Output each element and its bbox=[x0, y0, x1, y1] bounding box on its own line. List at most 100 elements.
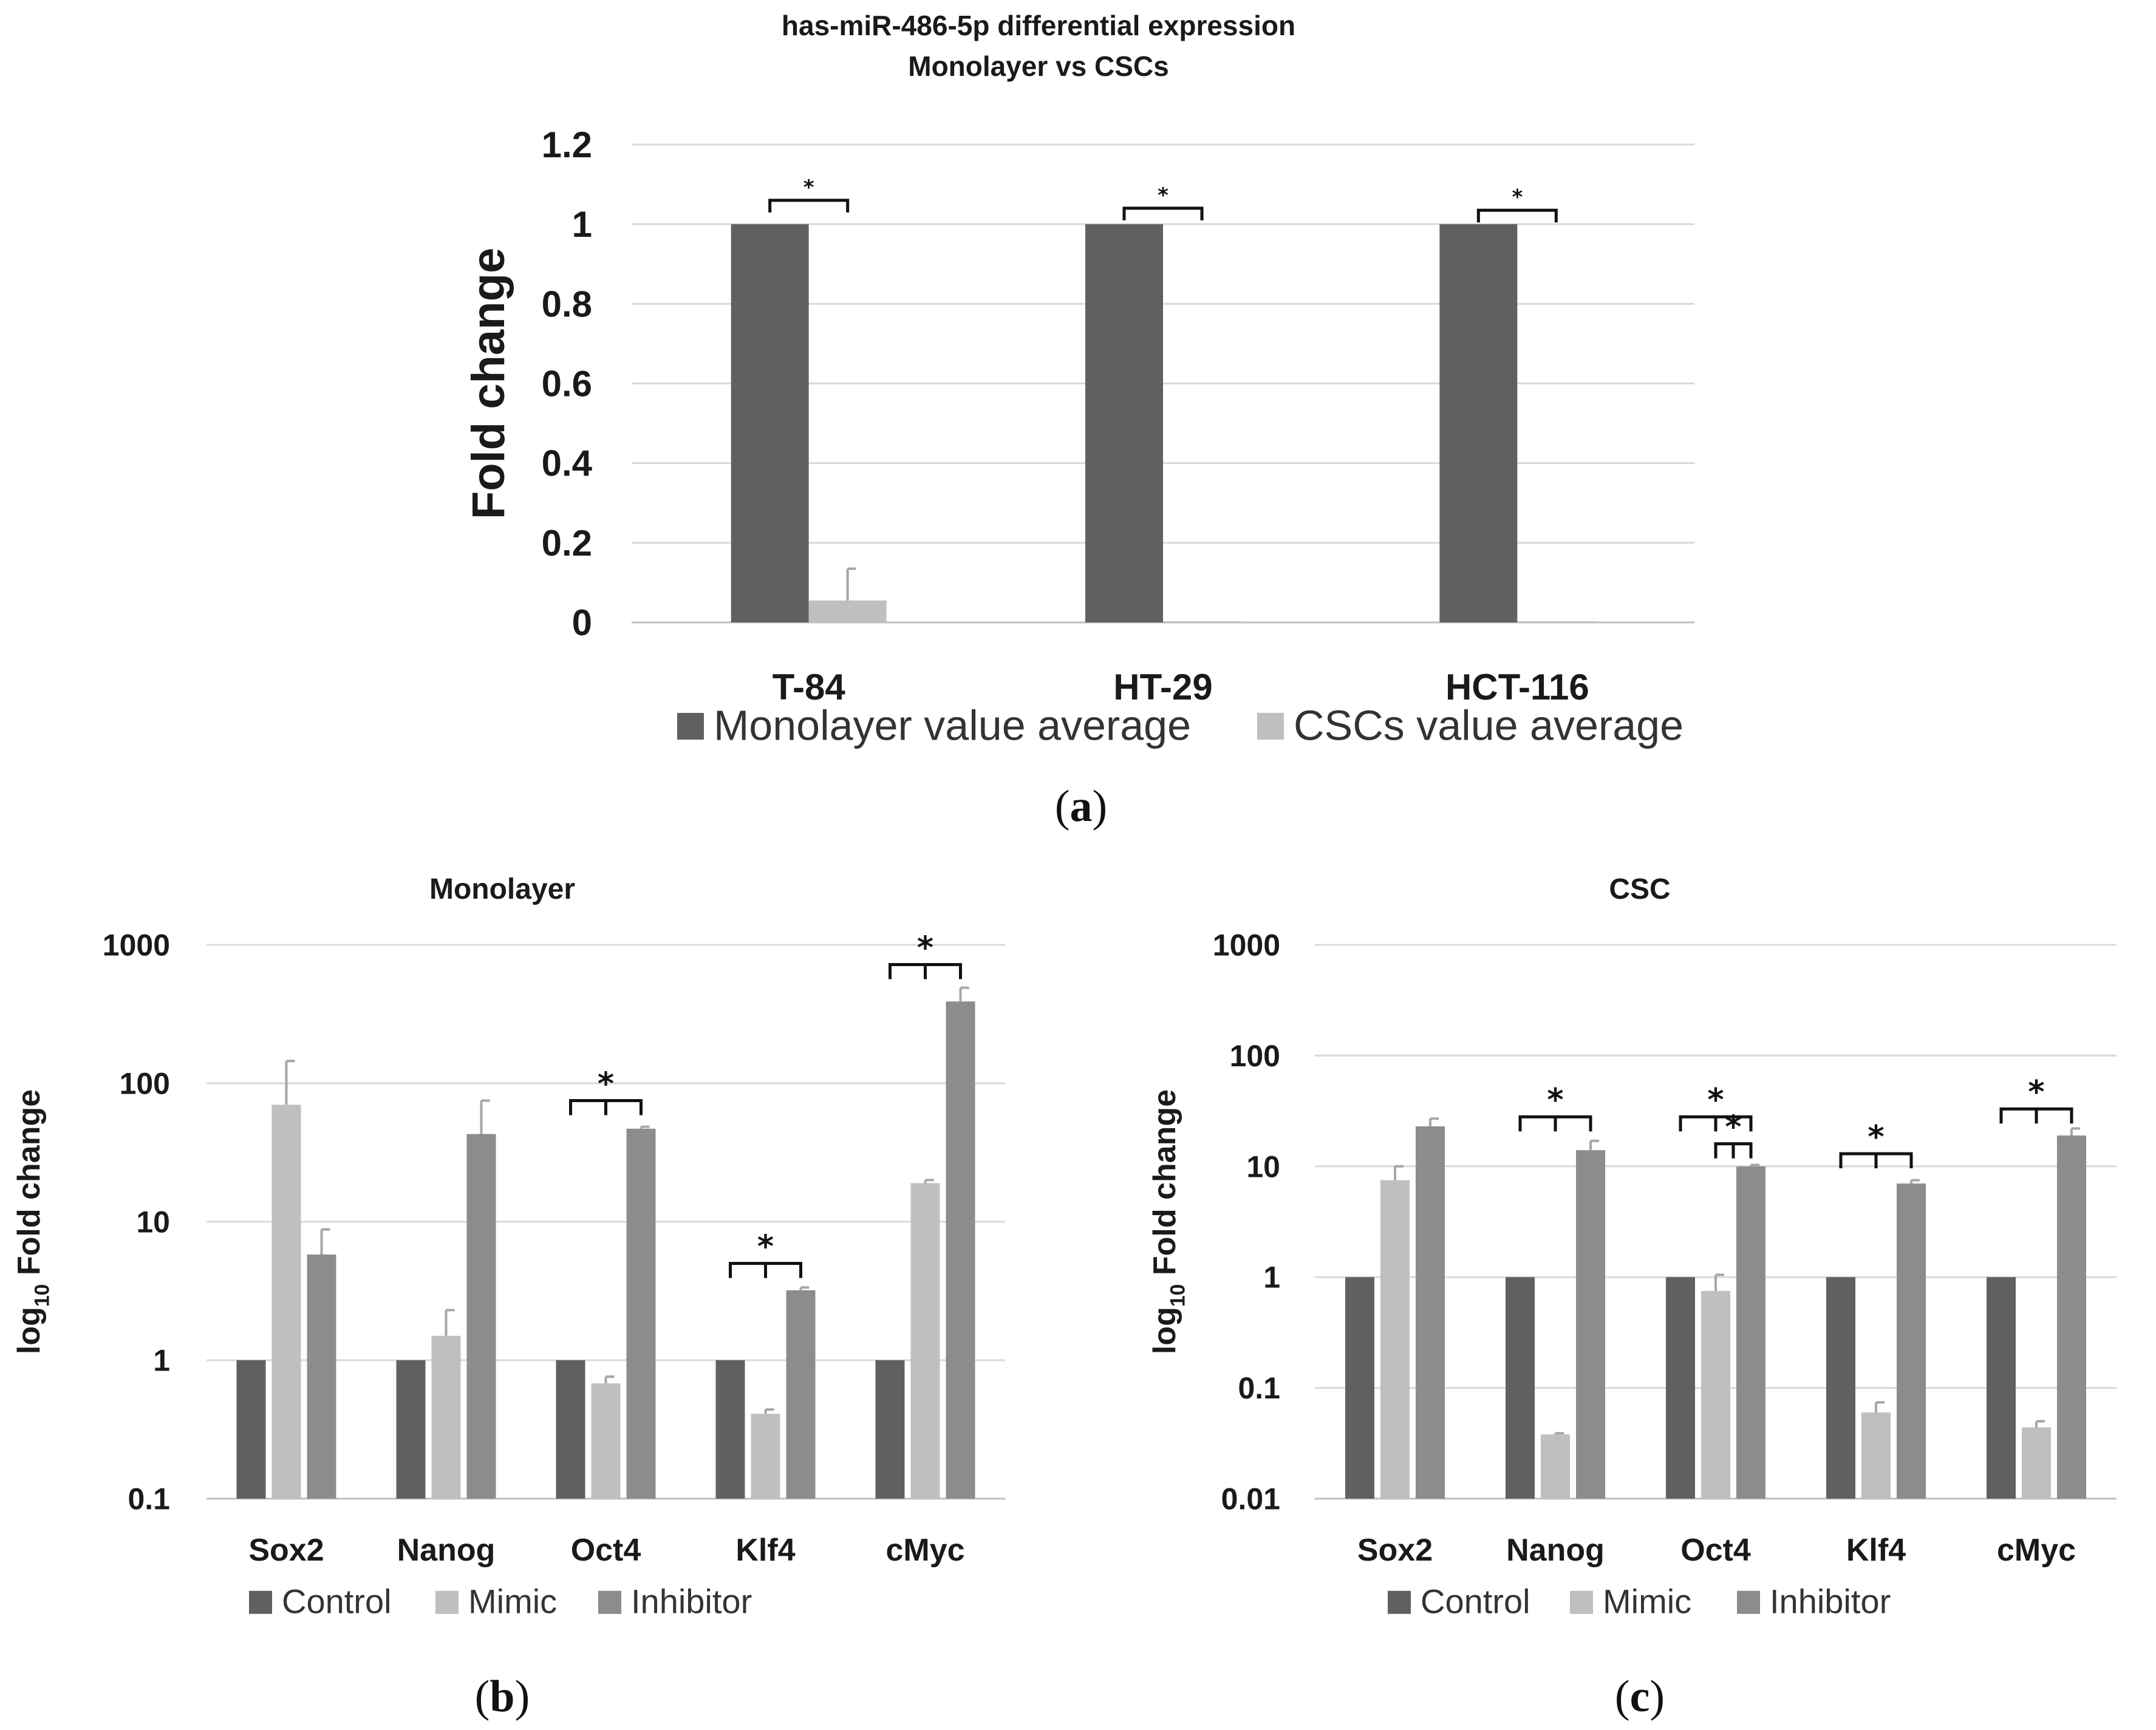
error-bar bbox=[1589, 1139, 1599, 1151]
x-tick-label: Oct4 bbox=[571, 1533, 641, 1568]
significance-bracket bbox=[1122, 206, 1204, 220]
y-tick-label: 1000 bbox=[103, 928, 170, 962]
bar-control bbox=[556, 1360, 585, 1499]
bar-inhibitor bbox=[626, 1128, 656, 1499]
legend-label: Inhibitor bbox=[1770, 1582, 1891, 1621]
bar-monolayer-value-average bbox=[731, 224, 809, 623]
significance-bracket bbox=[729, 1262, 802, 1278]
x-tick-label: Sox2 bbox=[248, 1533, 324, 1568]
chart-title: CSC bbox=[1609, 873, 1670, 905]
x-tick-label: HCT-116 bbox=[1445, 667, 1589, 707]
bar-mimic bbox=[2022, 1427, 2051, 1499]
y-tick-label: 0.4 bbox=[542, 443, 593, 484]
error-bar bbox=[2070, 1127, 2080, 1136]
y-tick-label: 0.6 bbox=[542, 364, 592, 404]
error-bar bbox=[924, 1179, 934, 1183]
bar-inhibitor bbox=[1576, 1150, 1605, 1499]
bar-control bbox=[1826, 1277, 1855, 1499]
y-axis-label: log10 Fold change bbox=[12, 1089, 54, 1354]
bar-inhibitor bbox=[307, 1254, 336, 1499]
x-tick-label: T-84 bbox=[773, 667, 846, 707]
y-tick-label: 1 bbox=[1263, 1261, 1280, 1295]
y-tick-label: 100 bbox=[120, 1067, 170, 1101]
y-tick-label: 0.01 bbox=[1221, 1482, 1280, 1516]
y-tick-label: 0.1 bbox=[128, 1482, 170, 1516]
bar-control bbox=[236, 1360, 266, 1499]
bar-inhibitor bbox=[1736, 1166, 1765, 1499]
caption-paren: ( bbox=[1055, 782, 1070, 831]
bar-inhibitor bbox=[1897, 1183, 1926, 1499]
significance-star: * bbox=[1512, 185, 1523, 209]
y-axis-label-subscript: 10 bbox=[1167, 1284, 1190, 1307]
y-tick-label: 1 bbox=[572, 204, 592, 245]
significance-star: * bbox=[1868, 1119, 1884, 1156]
legend-label: Mimic bbox=[468, 1582, 557, 1621]
bar-control bbox=[1345, 1277, 1374, 1499]
x-tick-label: cMyc bbox=[885, 1533, 964, 1568]
error-bar bbox=[959, 986, 969, 1002]
significance-bracket bbox=[1679, 1115, 1753, 1132]
bar-inhibitor bbox=[466, 1134, 496, 1499]
legend-label: Inhibitor bbox=[631, 1582, 752, 1621]
chart-title: has-miR-486-5p differential expression bbox=[782, 10, 1295, 41]
legend-label: CSCs value average bbox=[1294, 701, 1684, 749]
y-axis-label-suffix: Fold change bbox=[12, 1089, 47, 1284]
error-bar bbox=[1429, 1117, 1439, 1126]
error-bar bbox=[445, 1309, 455, 1336]
y-tick-label: 0.2 bbox=[542, 523, 592, 564]
legend-swatch bbox=[435, 1590, 459, 1614]
y-axis-label-prefix: log bbox=[1147, 1307, 1182, 1354]
legend-swatch bbox=[1388, 1590, 1411, 1614]
error-bar bbox=[1750, 1163, 1759, 1166]
caption-letter: a bbox=[1070, 782, 1093, 831]
caption-letter: c bbox=[1630, 1672, 1650, 1721]
bar-inhibitor bbox=[946, 1001, 975, 1499]
significance-bracket bbox=[1476, 208, 1558, 223]
error-bar bbox=[1554, 1432, 1564, 1435]
x-tick-label: Klf4 bbox=[1846, 1533, 1906, 1568]
significance-star: * bbox=[757, 1229, 774, 1265]
bar-mimic bbox=[271, 1105, 301, 1499]
error-bar bbox=[1394, 1165, 1404, 1180]
caption-paren: ) bbox=[1649, 1672, 1665, 1721]
x-tick-label: cMyc bbox=[1997, 1533, 2076, 1568]
legend-swatch bbox=[1257, 713, 1284, 740]
caption-paren: ( bbox=[475, 1672, 490, 1721]
bar-mimic bbox=[1701, 1290, 1730, 1499]
legend-label: Monolayer value average bbox=[714, 701, 1191, 749]
bar-cscs-value-average bbox=[1163, 621, 1241, 622]
legend-label: Control bbox=[1421, 1582, 1530, 1621]
panel-caption: (b) bbox=[475, 1672, 530, 1721]
legend-label: Mimic bbox=[1603, 1582, 1691, 1621]
legend-swatch bbox=[598, 1590, 621, 1614]
bar-control bbox=[875, 1360, 905, 1499]
significance-bracket bbox=[1714, 1142, 1753, 1159]
error-bar bbox=[2035, 1420, 2045, 1428]
bar-mimic bbox=[910, 1183, 940, 1499]
bar-control bbox=[1666, 1277, 1695, 1499]
legend-label: Control bbox=[282, 1582, 392, 1621]
y-tick-label: 100 bbox=[1230, 1039, 1280, 1073]
caption-paren: ) bbox=[515, 1672, 530, 1721]
y-axis-label-suffix: Fold change bbox=[1147, 1089, 1182, 1284]
bar-cscs-value-average bbox=[1517, 621, 1595, 622]
significance-bracket bbox=[1518, 1115, 1592, 1132]
significance-bracket bbox=[1999, 1107, 2073, 1124]
significance-bracket bbox=[1839, 1152, 1913, 1169]
y-tick-label: 1 bbox=[153, 1344, 170, 1378]
significance-star: * bbox=[803, 175, 814, 200]
error-bar bbox=[1875, 1401, 1885, 1413]
legend-swatch bbox=[249, 1590, 272, 1614]
error-bar bbox=[604, 1375, 615, 1384]
chart-title: Monolayer bbox=[429, 873, 575, 905]
bar-mimic bbox=[751, 1414, 780, 1499]
error-bar bbox=[799, 1286, 810, 1290]
x-tick-label: Klf4 bbox=[735, 1533, 795, 1568]
x-tick-label: Nanog bbox=[397, 1533, 496, 1568]
y-tick-label: 0.1 bbox=[1238, 1371, 1280, 1405]
bar-control bbox=[1506, 1277, 1535, 1499]
significance-star: * bbox=[917, 930, 933, 967]
bar-cscs-value-average bbox=[808, 600, 887, 622]
legend-swatch bbox=[1570, 1590, 1593, 1614]
